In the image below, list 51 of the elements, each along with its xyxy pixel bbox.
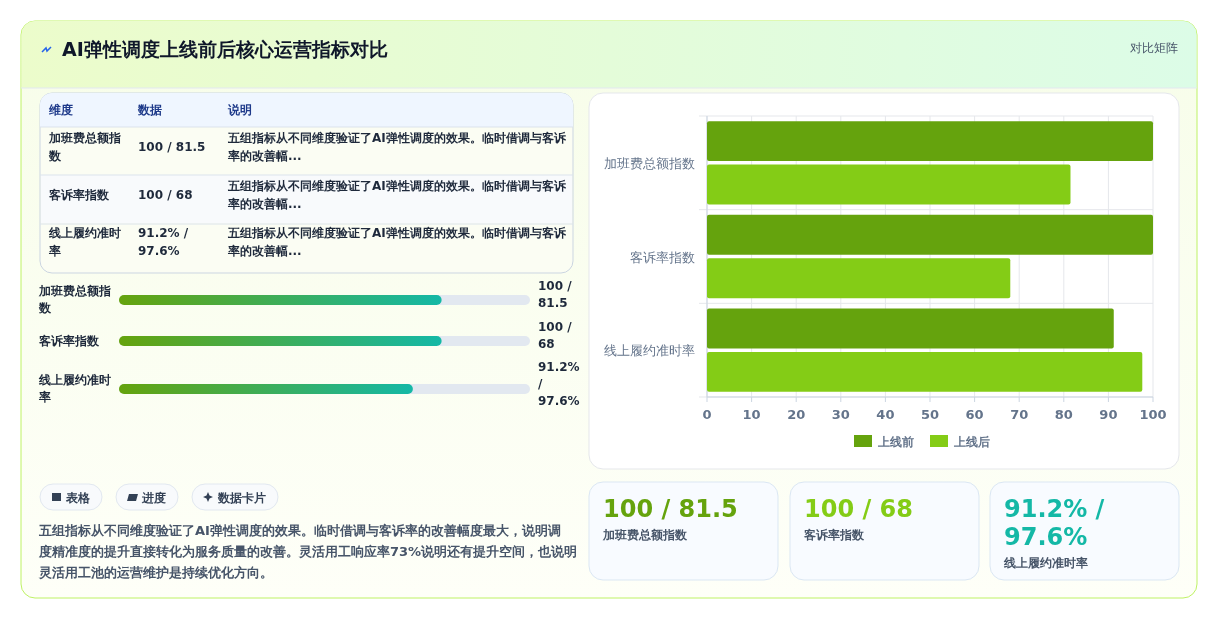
text: 加班费总额指数 (48, 131, 121, 163)
x-tick-label: 20 (787, 407, 806, 422)
text: 五组指标从不同维度验证了AI弹性调度的效果。临时借调与客诉率的改善幅度最大，说明调度精准度的提升直接转化为服务质量的改善。灵活用工响应率73%说明还有提升空间，也说明灵活用工池的运营维护是持续优化方向。 (38, 523, 578, 580)
bar (707, 214, 1153, 255)
text: 数据 (137, 103, 162, 117)
x-tick-label: 0 (702, 407, 712, 422)
bar (707, 351, 1143, 392)
text: 维度 (48, 103, 73, 117)
x-tick-label: 60 (965, 407, 984, 422)
text: 91.2% / 97.6% (1004, 495, 1105, 551)
text: 说明 (227, 103, 252, 117)
text: 100 / 68 (804, 495, 913, 523)
text: 线上履约准时率 (38, 373, 111, 404)
y-tick-label: 线上履约准时率 (604, 343, 695, 359)
y-tick-label: 客诉率指数 (630, 249, 695, 265)
text: 对比矩阵 (1130, 41, 1178, 55)
x-tick-label: 30 (831, 407, 850, 422)
text: 100 / 81.5 (603, 495, 738, 523)
text: 加班费总额指数 (38, 284, 111, 315)
text: 91.2% / 97.6% (538, 360, 580, 408)
x-tick-label: 10 (742, 407, 761, 422)
legend-label: 上线后 (953, 435, 990, 449)
text: 100 / 81.5 (138, 140, 206, 154)
x-tick-label: 40 (876, 407, 895, 422)
legend-label: 上线前 (877, 435, 914, 449)
text: 100 / 68 (138, 188, 193, 202)
text: 100 / 68 (538, 320, 573, 351)
text: 五组指标从不同维度验证了AI弹性调度的效果。临时借调与客诉率的改善幅... (227, 226, 567, 258)
text: 客诉率指数 (48, 188, 110, 202)
x-tick-label: 70 (1010, 407, 1029, 422)
text: 线上履约准时率 (1003, 556, 1088, 570)
x-tick-label: 90 (1099, 407, 1118, 422)
text: 91.2% / 97.6% (138, 226, 189, 258)
x-tick-label: 50 (920, 407, 940, 422)
text: AI弹性调度上线前后核心运营指标对比 (62, 38, 388, 60)
bar (707, 121, 1153, 162)
text: 数据卡片 (217, 491, 266, 505)
text: 线上履约准时率 (48, 226, 121, 258)
x-tick-label: 100 (1139, 407, 1167, 422)
text: 五组指标从不同维度验证了AI弹性调度的效果。临时借调与客诉率的改善幅... (227, 131, 567, 163)
bar (707, 164, 1071, 205)
text: 客诉率指数 (38, 334, 100, 348)
bar (707, 308, 1114, 349)
text: 五组指标从不同维度验证了AI弹性调度的效果。临时借调与客诉率的改善幅... (227, 179, 567, 211)
text: 100 / 81.5 (538, 279, 573, 310)
text: 客诉率指数 (803, 528, 865, 542)
bar (707, 258, 1011, 299)
x-tick-label: 80 (1054, 407, 1073, 422)
y-tick-label: 加班费总额指数 (604, 155, 695, 171)
text: 进度 (141, 491, 166, 505)
text: 表格 (65, 491, 91, 505)
